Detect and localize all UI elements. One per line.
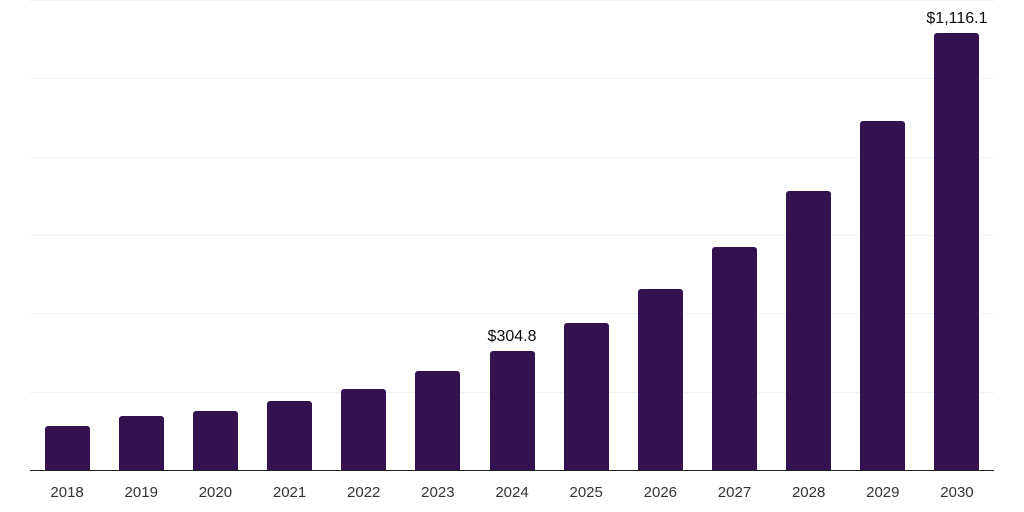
bar-2022 [341,388,387,470]
x-tick-2030: 2030 [940,484,974,501]
gridline-1000 [30,78,994,80]
bar-2030 [934,32,980,470]
value-label-2030: $1,116.1 [926,9,988,27]
x-tick-2022: 2022 [347,484,381,501]
bar-slot-2020 [178,0,252,470]
gridline-600 [30,235,994,236]
bar-slot-2029 [846,0,920,470]
bar-slot-2018 [30,0,104,470]
bar-2028 [786,191,832,470]
x-tick-2019: 2019 [124,484,158,501]
bar-slot-2027 [697,0,771,470]
bar-slot-2019 [104,0,178,470]
bar-2021 [267,401,313,470]
x-tick-2021: 2021 [272,484,307,501]
gridline-400 [30,313,994,315]
gridline-1200 [30,0,994,1]
bar-2029 [860,120,906,470]
bar-slot-2024: $304.8 [475,0,549,470]
x-tick-2023: 2023 [421,484,455,501]
bar-2019 [118,415,164,470]
bar-2024 [489,350,535,470]
x-tick-2026: 2026 [643,484,678,501]
bar-slot-2028 [772,0,846,470]
x-tick-2027: 2027 [717,484,752,501]
bar-slot-2026 [623,0,697,470]
x-axis: 2018 2019 2020 2021 2022 2023 2024 2025 2026 2027… [30,471,994,512]
plot-area: $304.8 $1,116.1 [30,0,994,471]
bar-slot-2030: $1,116.1 [920,0,994,470]
bar-slot-2025 [549,0,623,470]
bar-2026 [637,289,683,470]
x-tick-2018: 2018 [50,484,84,501]
x-tick-2029: 2029 [866,484,900,501]
x-tick-2025: 2025 [569,484,603,501]
gridline-800 [30,156,994,158]
bar-2027 [711,246,757,470]
bar-2023 [415,370,461,470]
bar-slot-2023 [401,0,475,470]
value-label-2024: $304.8 [487,327,537,345]
bar-2018 [44,425,90,470]
bars-row: $304.8 $1,116.1 [30,0,994,470]
bar-2025 [563,323,609,470]
bar-slot-2022 [327,0,401,470]
x-tick-2020: 2020 [198,484,233,501]
x-tick-2024: 2024 [495,484,529,501]
bar-2020 [192,410,238,470]
bar-slot-2021 [252,0,326,470]
x-tick-2028: 2028 [791,484,826,501]
